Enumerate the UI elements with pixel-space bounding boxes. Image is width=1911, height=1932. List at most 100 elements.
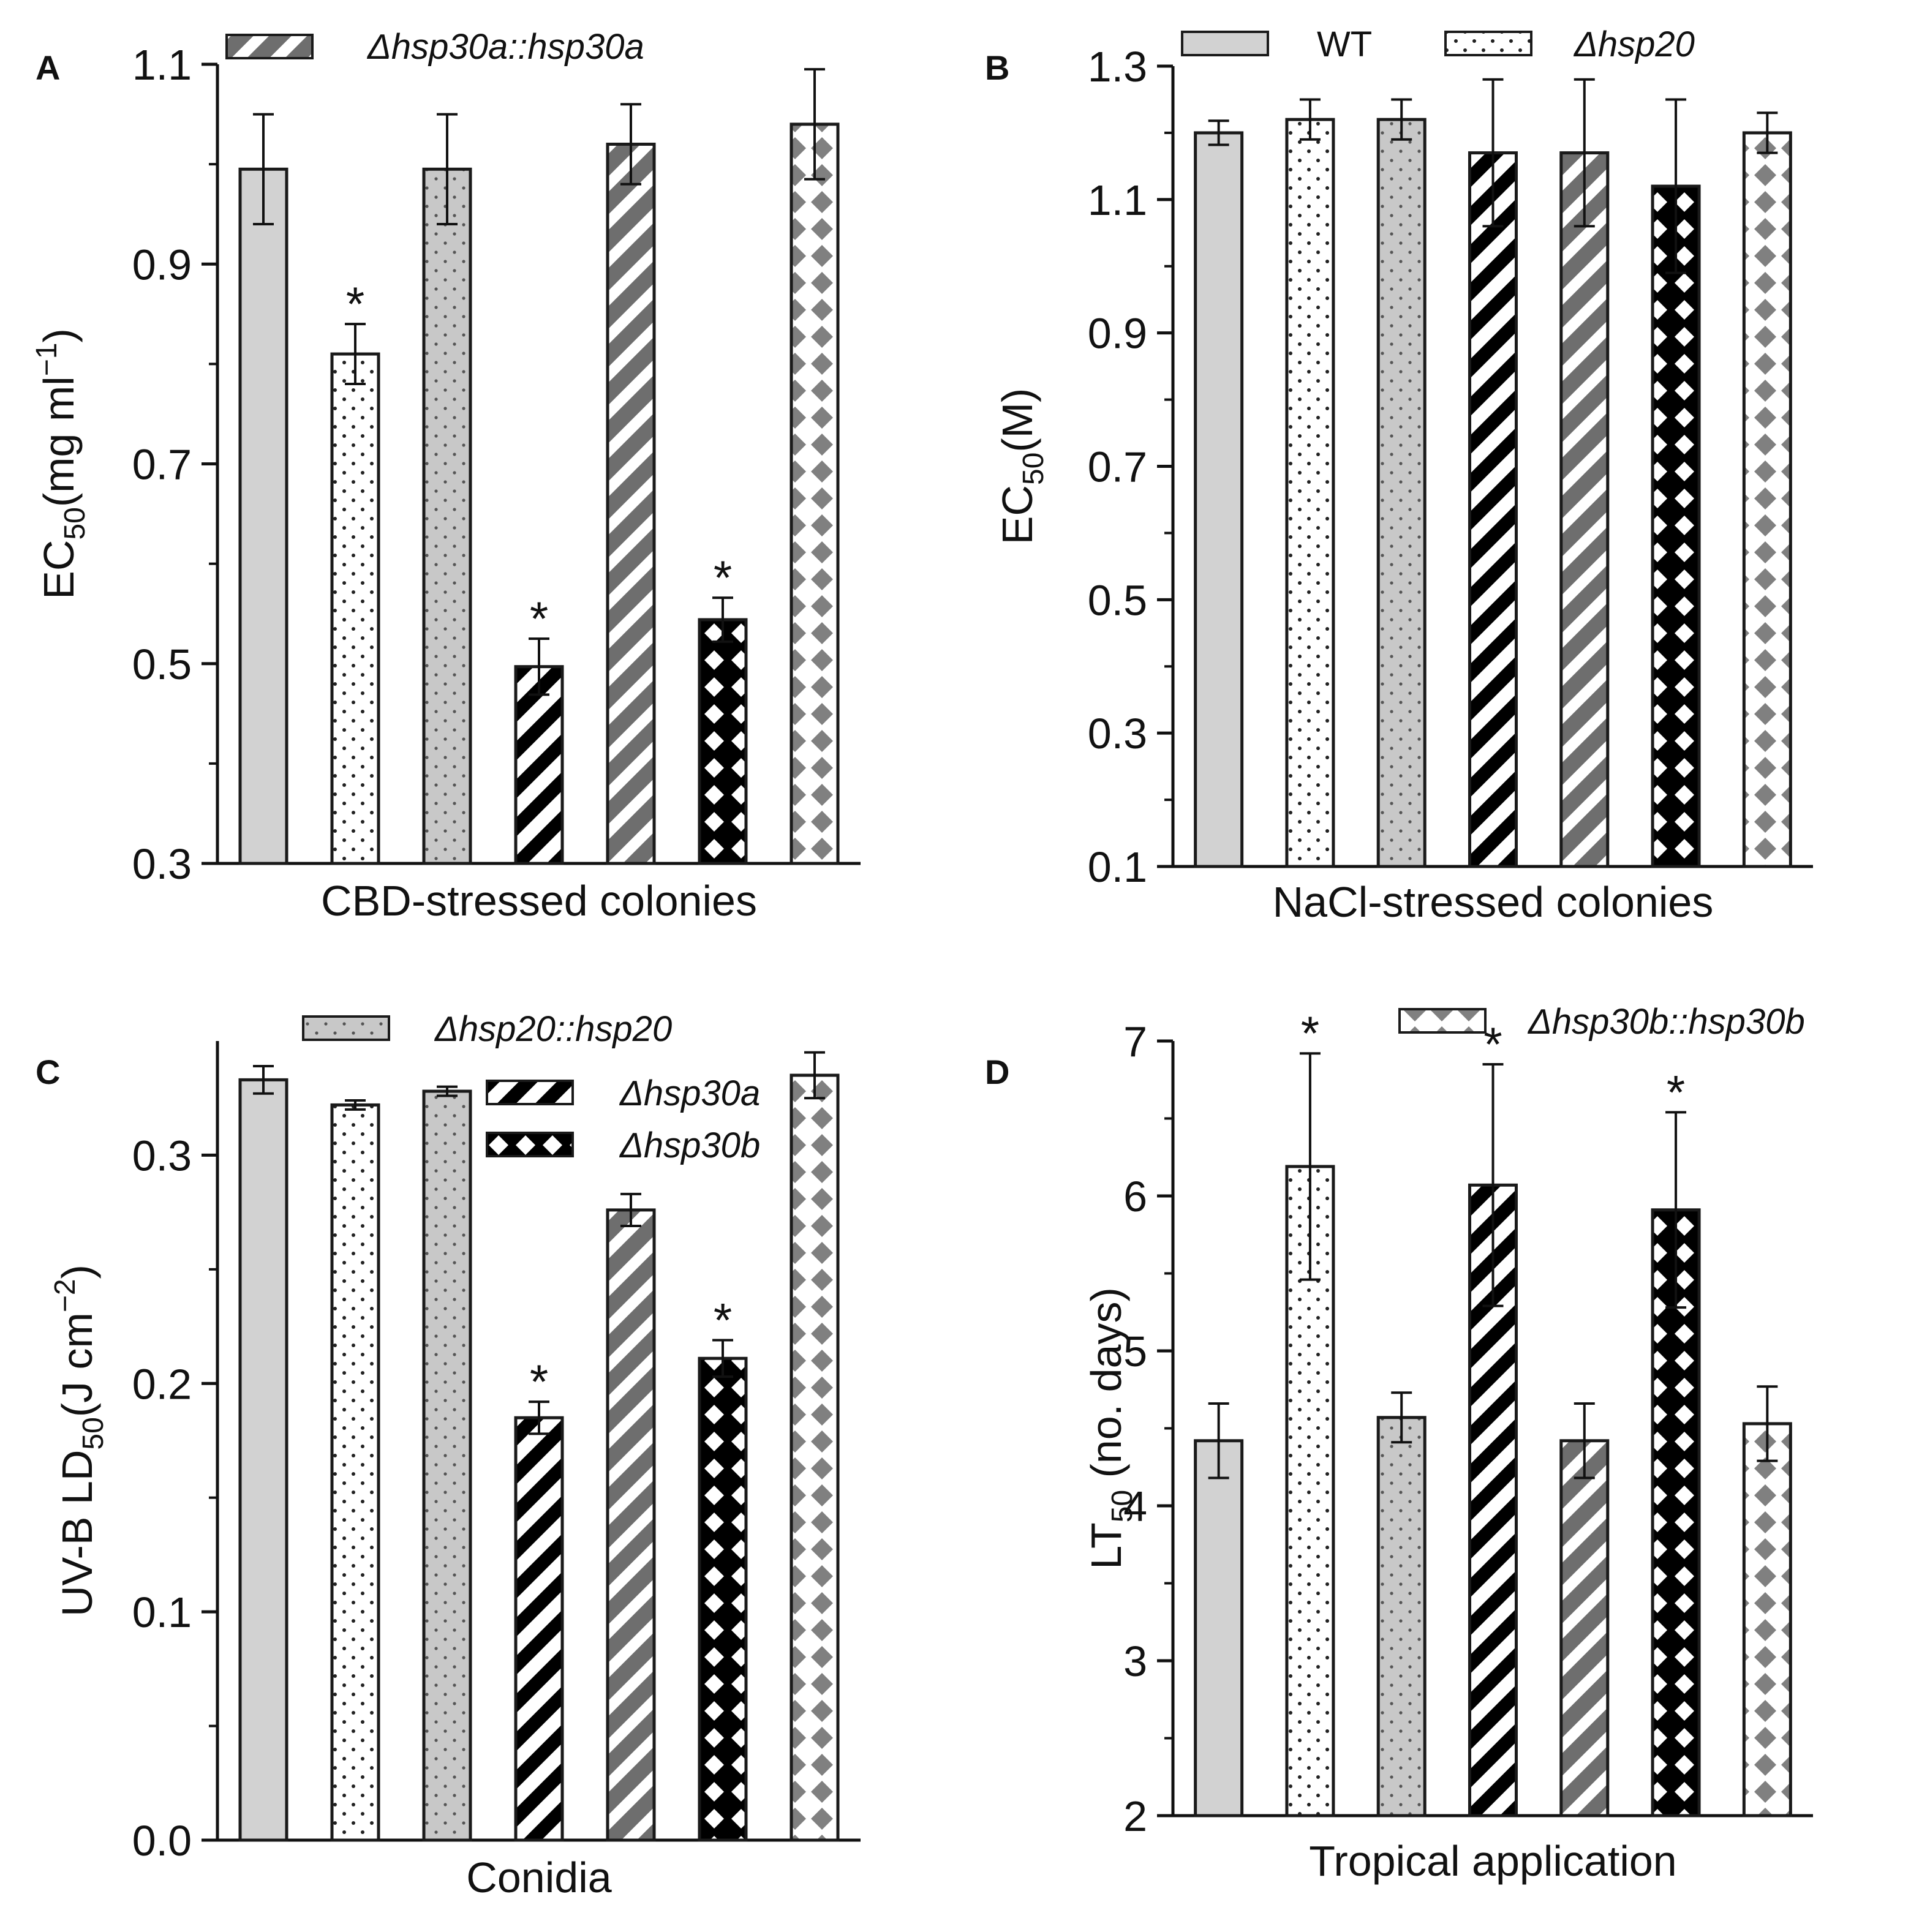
panel-b-y-axis-title: EC50(M): [993, 388, 1050, 545]
panel-b-y-tick-label: 1.3: [1088, 43, 1147, 91]
panel-a-bar-hsp30ac: [606, 143, 656, 865]
panel-a-error-bar-hsp30b: [712, 596, 733, 643]
panel-d-bar-hsp30ac: [1559, 1439, 1610, 1817]
legend-label-wt: WT: [1317, 24, 1372, 64]
panel-a-error-bar-hsp30ac: [620, 103, 641, 186]
panel-d-error-bar-hsp30a: [1482, 1062, 1504, 1307]
panel-b-x-axis-title: NaCl-stressed colonies: [1273, 878, 1714, 926]
panel-b-error-bar-hsp30b: [1665, 98, 1687, 274]
panel-d-y-tick-label: 2: [1123, 1792, 1147, 1840]
panel-d-bar-wt: [1194, 1439, 1244, 1817]
panel-d-significance-marker-hsp30b: *: [1667, 1065, 1685, 1119]
panel-d-error-bar-wt: [1208, 1402, 1229, 1479]
legend-panel-d: Δhsp30b::hsp30b: [1398, 1002, 1805, 1042]
panel-c-error-bar-hsp20c: [437, 1085, 458, 1097]
panel-b-bar-hsp30ac: [1559, 151, 1610, 868]
panel-a-significance-marker-hsp30b: *: [714, 551, 732, 604]
panel-c-error-bar-hsp30ac: [620, 1192, 641, 1228]
legend-swatch-hsp30a-complement: [225, 34, 314, 59]
panel-letter-d: D: [985, 1053, 1009, 1091]
panel-c-significance-marker-hsp30b: *: [714, 1293, 732, 1347]
panel-b-bar-hsp20: [1285, 118, 1335, 868]
panel-b-error-bar-wt: [1208, 119, 1229, 146]
panel-d-error-bar-hsp30bc: [1757, 1385, 1778, 1462]
panel-d-y-tick-label: 4: [1123, 1483, 1147, 1530]
legend-swatch-hsp30b-complement: [1398, 1008, 1487, 1034]
panel-a-error-bar-wt: [253, 113, 274, 225]
legend-swatch-hsp20-complement: [302, 1015, 390, 1041]
panel-d-bar-hsp20c: [1376, 1416, 1427, 1817]
panel-d-significance-marker-hsp30a: *: [1483, 1017, 1502, 1071]
panel-c-y-axis-title: UV-B LD50(J cm−2): [49, 1265, 110, 1617]
panel-b-error-bar-hsp30ac: [1574, 78, 1595, 228]
panel-b-y-tick-label: 0.9: [1088, 310, 1147, 358]
panel-c-bar-hsp20: [330, 1103, 380, 1842]
panel-letter-b: B: [985, 48, 1009, 87]
panel-c-bar-hsp30b: [698, 1356, 748, 1842]
panel-d-y-tick-label: 5: [1123, 1328, 1147, 1375]
panel-c-y-tick-label: 0.1: [132, 1588, 192, 1636]
panel-b-bar-hsp30a: [1468, 151, 1518, 868]
panel-d-bar-hsp30bc: [1742, 1422, 1792, 1817]
panel-c-y-tick-label: 0.3: [132, 1132, 192, 1179]
panel-c-significance-marker-hsp30a: *: [530, 1355, 548, 1408]
panel-d-lt50-chart: 2 3 4 5 6 7 * * * Tropical application LT50 (no. d…: [1082, 1006, 1813, 1885]
panel-a-cbd-chart: 0.3 0.5 0.7 0.9 1.1 * * * CBD-stressed colonies E…: [31, 41, 861, 925]
panel-a-error-bar-hsp20c: [437, 113, 458, 225]
panel-d-error-bar-hsp20: [1299, 1052, 1321, 1281]
panel-a-y-tick-label: 0.9: [132, 241, 192, 288]
panel-letter-c: C: [36, 1053, 60, 1091]
legend-swatch-wt: [1181, 31, 1269, 56]
panel-b-nacl-chart: 0.1 0.3 0.5 0.7 0.9 1.1 1.3 NaCl-stressed colon…: [993, 43, 1813, 926]
panel-b-y-tick-label: 0.7: [1088, 443, 1147, 491]
panel-b-bar-hsp20c: [1376, 118, 1427, 868]
panel-a-bar-hsp20: [330, 352, 380, 865]
panel-a-error-bar-hsp30a: [529, 637, 549, 696]
legend-panel-c: Δhsp20::hsp20 Δhsp30a Δhsp30b: [302, 1009, 760, 1165]
panel-a-y-tick-label: 0.7: [132, 441, 192, 489]
legend-swatch-hsp20: [1444, 31, 1532, 56]
panel-a-bar-hsp30a: [514, 665, 564, 865]
panel-letter-a: A: [36, 48, 60, 87]
panel-c-bar-hsp30bc: [790, 1073, 840, 1842]
panel-c-bar-hsp20c: [422, 1089, 472, 1842]
panel-a-bar-hsp30b: [698, 618, 748, 865]
panel-d-error-bar-hsp30b: [1665, 1111, 1687, 1309]
panel-b-error-bar-hsp30a: [1482, 78, 1504, 228]
panel-a-y-tick-label: 1.1: [132, 41, 192, 89]
legend-panel-b: WT Δhsp20: [1181, 24, 1695, 64]
panel-c-bar-hsp30ac: [606, 1208, 656, 1842]
panel-d-y-tick-label: 7: [1123, 1018, 1147, 1066]
panel-d-significance-marker-hsp20: *: [1301, 1006, 1319, 1060]
legend-label-hsp30a: Δhsp30a: [619, 1073, 760, 1113]
panel-b-bar-wt: [1194, 131, 1244, 868]
panel-c-error-bar-hsp30a: [529, 1400, 549, 1435]
panel-a-y-axis-title: EC50(mg ml−1): [31, 328, 91, 600]
panel-b-error-bar-hsp30bc: [1757, 111, 1778, 154]
legend-swatch-hsp30b: [486, 1132, 574, 1157]
panel-b-y-tick-label: 1.1: [1088, 176, 1147, 224]
panel-b-y-tick-label: 0.5: [1088, 576, 1147, 624]
panel-a-significance-marker-hsp20: *: [346, 277, 364, 331]
panel-b-bar-hsp30b: [1651, 184, 1701, 868]
legend-label-hsp30a-complement: Δhsp30a::hsp30a: [366, 27, 644, 67]
panel-b-error-bar-hsp20c: [1391, 98, 1412, 141]
panel-a-error-bar-hsp20: [345, 323, 366, 385]
panel-a-bar-hsp30bc: [790, 122, 840, 865]
panel-a-x-axis-title: CBD-stressed colonies: [321, 877, 757, 925]
panel-d-bar-hsp30b: [1651, 1208, 1701, 1817]
panel-a-significance-marker-hsp30a: *: [530, 592, 548, 645]
panel-d-x-axis-title: Tropical application: [1309, 1837, 1677, 1885]
panel-b-error-bar-hsp20: [1299, 98, 1321, 141]
panel-b-bar-hsp30bc: [1742, 131, 1792, 868]
panel-d-y-tick-label: 3: [1123, 1637, 1147, 1685]
panel-a-bar-wt: [238, 167, 288, 865]
panel-c-y-tick-label: 0.0: [132, 1817, 192, 1865]
legend-panel-a: Δhsp30a::hsp30a: [225, 27, 644, 67]
panel-b-y-tick-label: 0.3: [1088, 710, 1147, 757]
legend-swatch-hsp30a: [486, 1080, 574, 1105]
panel-c-uvb-chart: 0.0 0.1 0.2 0.3 * * Conidia UV-B LD50(J cm−2): [49, 1041, 861, 1901]
panel-d-error-bar-hsp30ac: [1574, 1402, 1595, 1479]
panel-a-y-tick-label: 0.3: [132, 840, 192, 888]
